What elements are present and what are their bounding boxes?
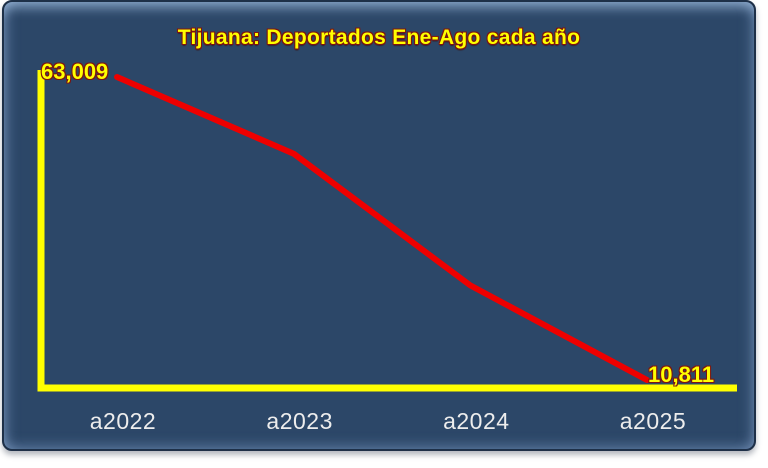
x-axis-label-a2025: a2025 bbox=[619, 408, 687, 434]
x-axis-label-a2022: a2022 bbox=[89, 408, 157, 434]
data-label-first: 63,009 bbox=[41, 59, 109, 84]
data-label-last: 10,811 bbox=[648, 362, 715, 387]
x-axis-label-a2023: a2023 bbox=[266, 408, 333, 434]
plot-svg bbox=[37, 70, 737, 392]
chart-title: Tijuana: Deportados Ene-Ago cada año bbox=[177, 26, 581, 49]
deportados-series-line bbox=[114, 74, 650, 383]
axes-line bbox=[37, 70, 737, 392]
x-axis-label-a2024: a2024 bbox=[443, 408, 510, 434]
chart-frame: Tijuana: Deportados Ene-Ago cada año 63,… bbox=[2, 0, 756, 451]
